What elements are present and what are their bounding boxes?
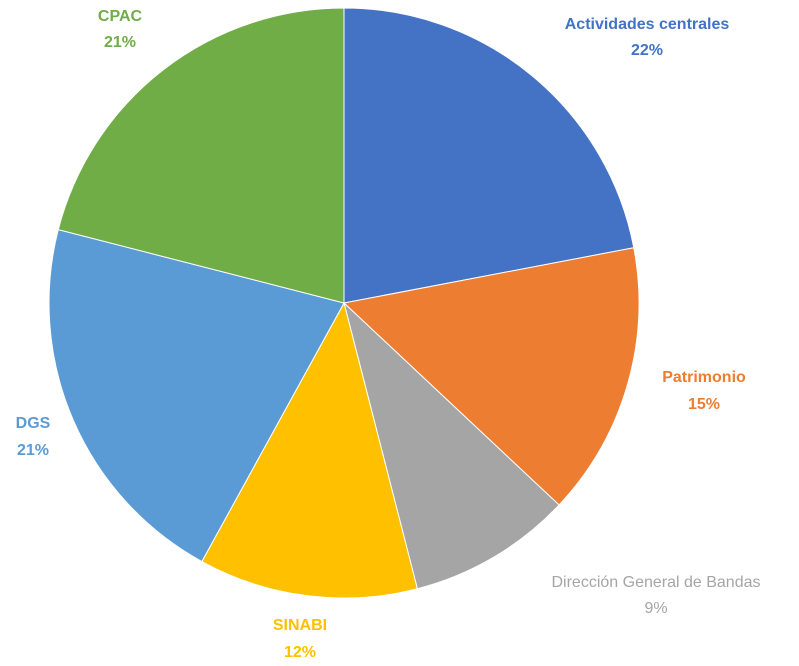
label-dgs: DGS 21% [16,415,51,459]
slice-value-actividades-centrales: 22% [631,42,663,59]
slice-label-sinabi: SINABI [273,617,327,634]
pie-slice-direccion-general-de-bandas [343,301,560,590]
label-cpac: CPAC 21% [98,8,143,51]
label-direccion-general-de-bandas: Dirección General de Bandas 9% [551,574,760,617]
pie-slice-actividades-centrales [343,7,635,304]
pie-slice-cpac [57,7,345,304]
slice-label-cpac: CPAC [98,8,143,25]
label-sinabi: SINABI 12% [273,617,327,661]
slice-label-dgs: DGS [16,415,51,432]
slice-label-patrimonio: Patrimonio [662,369,746,386]
slice-value-dgs: 21% [17,442,49,459]
slice-label-actividades-centrales: Actividades centrales [565,16,730,33]
label-patrimonio: Patrimonio 15% [662,369,746,413]
slice-value-patrimonio: 15% [688,396,720,413]
pie-slice-patrimonio [342,247,640,506]
slice-value-direccion-general-de-bandas: 9% [644,600,667,617]
slice-value-cpac: 21% [104,34,136,51]
slice-value-sinabi: 12% [284,644,316,661]
pie-slice-sinabi [201,301,418,599]
pie-slice-dgs [48,229,345,563]
slice-label-direccion-general-de-bandas: Dirección General de Bandas [551,574,760,591]
pie-slices [48,7,640,599]
label-actividades-centrales: Actividades centrales 22% [565,16,730,59]
